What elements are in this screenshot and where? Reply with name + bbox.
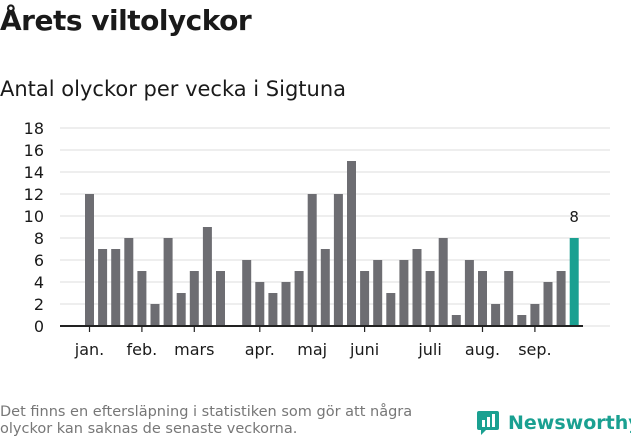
bar [517, 315, 527, 326]
x-tick-label: feb. [127, 340, 158, 359]
bar-chart: 0 2 4 6 8 10 12 14 16 18 8 jan. feb. mars apr. maj juni j… [24, 119, 610, 359]
data-label: 8 [569, 208, 579, 226]
bar [451, 315, 461, 326]
x-tick-label: sep. [518, 340, 551, 359]
bar [373, 260, 383, 326]
bar [150, 304, 160, 326]
x-tick-label: mars [174, 340, 214, 359]
bar [543, 282, 553, 326]
y-tick-label: 10 [24, 207, 44, 226]
bar [386, 293, 396, 326]
y-tick-label: 12 [24, 185, 44, 204]
bar [98, 249, 108, 326]
x-tick-label: maj [297, 340, 327, 359]
y-tick-label: 18 [24, 119, 44, 138]
x-tick-label: aug. [465, 340, 500, 359]
chart-title: Årets viltolyckor [0, 4, 252, 37]
y-tick-label: 6 [34, 251, 44, 270]
bar [268, 293, 278, 326]
bar [163, 238, 173, 326]
bar [320, 249, 330, 326]
bar [85, 194, 94, 326]
footnote: Det finns en eftersläpning i statistiken… [0, 404, 413, 437]
bar [281, 282, 291, 326]
bar [530, 304, 540, 326]
bar [556, 271, 566, 326]
bar [478, 271, 487, 326]
bar [124, 238, 134, 326]
x-tick-label: jan. [74, 340, 104, 359]
bar [438, 238, 448, 326]
chart-subtitle: Antal olyckor per vecka i Sigtuna [0, 77, 347, 101]
y-tick-label: 4 [34, 273, 44, 292]
bar [216, 271, 225, 326]
bar [333, 194, 343, 326]
y-tick-label: 16 [24, 141, 44, 160]
bar-highlight [569, 238, 579, 326]
bar [307, 194, 317, 326]
bar [255, 282, 265, 326]
bar [491, 304, 501, 326]
bar [111, 249, 121, 326]
bar [425, 271, 435, 326]
bar [137, 271, 147, 326]
bar [176, 293, 186, 326]
x-tick-label: juli [417, 340, 441, 359]
y-tick-label: 0 [34, 317, 44, 336]
bar [412, 249, 422, 326]
y-tick-label: 14 [24, 163, 44, 182]
newsworthy-icon [477, 411, 499, 435]
bar [504, 271, 514, 326]
bar [202, 227, 212, 326]
bar [189, 271, 199, 326]
brand-name: Newsworthy [508, 412, 631, 434]
bar [360, 271, 370, 326]
y-tick-label: 2 [34, 295, 44, 314]
bar [399, 260, 409, 326]
bar [464, 260, 474, 326]
bar [242, 260, 252, 326]
x-tick-label: apr. [245, 340, 275, 359]
y-tick-label: 8 [34, 229, 44, 248]
brand-logo: Newsworthy [476, 410, 631, 436]
x-tick-label: juni [349, 340, 379, 359]
bar [294, 271, 304, 326]
bar [347, 161, 356, 326]
